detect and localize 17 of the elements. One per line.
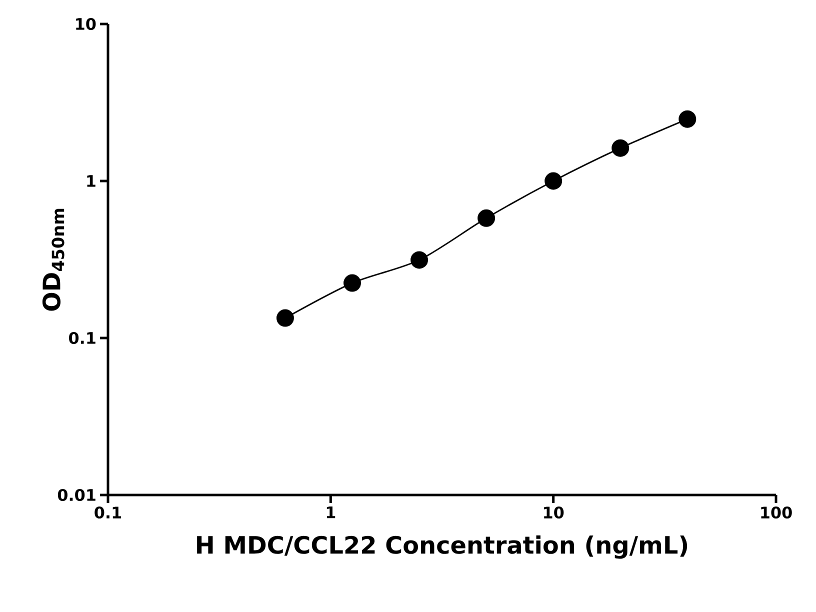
y-tick-label: 0.01 <box>58 488 96 502</box>
point <box>410 251 428 269</box>
point <box>678 110 696 128</box>
y-tick-label: 0.1 <box>69 332 96 344</box>
x-tick-label: 0.1 <box>94 506 122 519</box>
point <box>544 172 562 190</box>
y-tick-label: 1 <box>87 175 96 187</box>
point <box>478 209 496 227</box>
x-tick-label: 100 <box>761 506 792 519</box>
point <box>612 139 630 157</box>
y-tick-label: 10 <box>76 18 96 30</box>
point <box>276 309 294 327</box>
x-axis-title: H MDC/CCL22 Concentration (ng/mL) <box>197 535 688 559</box>
x-tick-label: 1 <box>326 506 336 518</box>
y-axis-title: OD$_{450nm}$ <box>42 208 64 311</box>
x-tick-label: 10 <box>544 506 564 519</box>
point <box>343 274 361 292</box>
